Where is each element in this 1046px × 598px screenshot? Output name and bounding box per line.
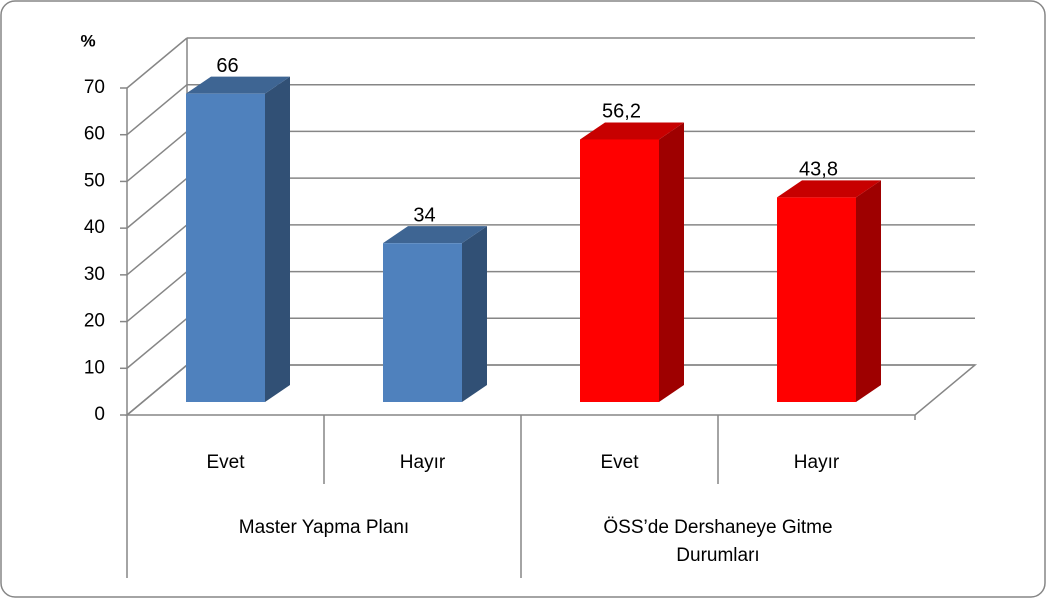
grid-line-side	[126, 364, 188, 416]
data-label: 34	[413, 204, 435, 226]
y-tick-label: 50	[84, 170, 105, 191]
bar-side	[659, 122, 684, 403]
grid-line-side	[126, 84, 188, 136]
group-label: ÖSS’de Dershaneye Gitme Durumları	[603, 517, 833, 566]
bar-side	[856, 180, 881, 402]
grid-line-side	[126, 270, 188, 323]
y-tick-label: 20	[84, 311, 105, 332]
y-axis-label: %	[80, 31, 95, 50]
grid-line-side	[126, 37, 188, 89]
y-tick-label: 30	[84, 264, 105, 285]
x-tick-label: Evet	[600, 452, 639, 473]
bar-top	[580, 122, 684, 140]
grid-line-side	[126, 177, 188, 229]
y-tick-label: 0	[94, 404, 105, 425]
bar-top	[186, 76, 290, 94]
bar-top	[383, 226, 487, 244]
bar	[186, 93, 265, 402]
group-label: Master Yapma Planı	[238, 517, 410, 538]
y-tick-label: 40	[84, 217, 105, 238]
grid-line-side	[126, 130, 188, 183]
y-tick-label: 70	[84, 77, 105, 98]
grid-line-side	[126, 317, 188, 369]
bar	[777, 197, 856, 402]
data-label: 56,2	[602, 101, 641, 123]
x-tick-label: Hayır	[793, 452, 840, 473]
x-tick-label: Evet	[206, 452, 245, 473]
x-tick-label: Hayır	[399, 452, 446, 473]
data-label: 43,8	[799, 159, 838, 181]
bar-side	[265, 76, 290, 402]
y-tick-label: 60	[84, 124, 105, 145]
grid-line-side	[126, 224, 188, 276]
data-label: 66	[216, 55, 238, 77]
bar-top	[777, 180, 881, 198]
bar-side	[462, 226, 487, 402]
bar	[383, 243, 462, 402]
bar	[580, 139, 659, 403]
y-tick-label: 10	[84, 357, 105, 378]
